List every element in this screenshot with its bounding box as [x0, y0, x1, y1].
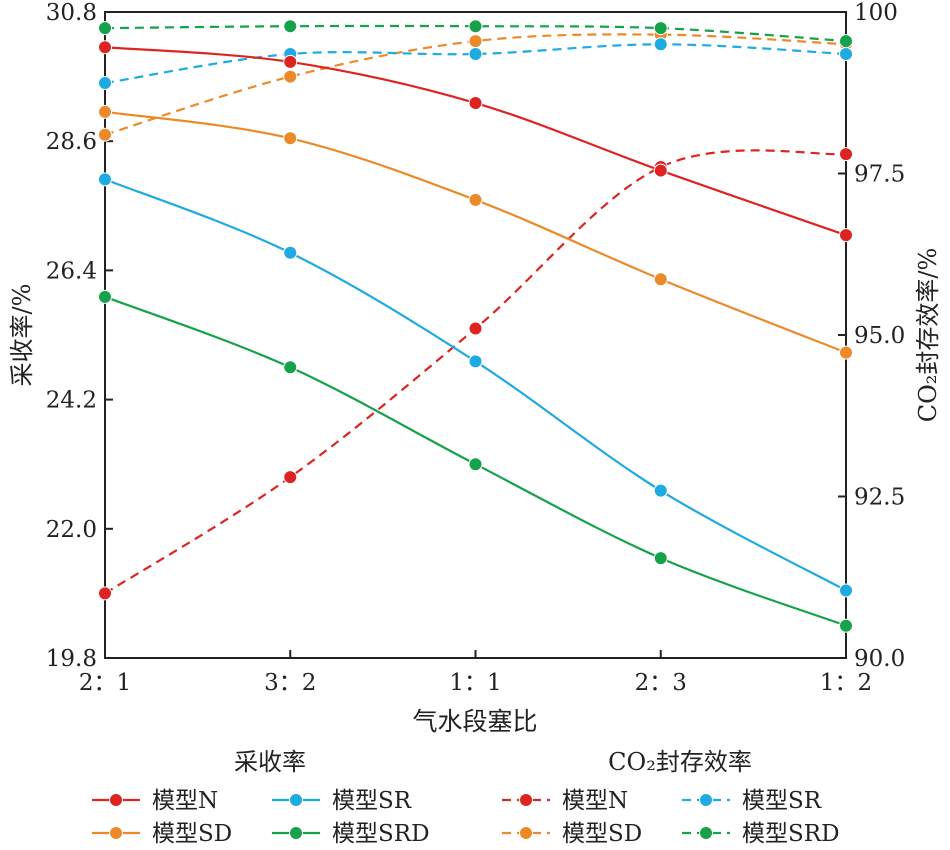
legend-label-recovery-模型SRD: 模型SRD [332, 821, 430, 847]
storage-模型SD-point [468, 34, 483, 49]
recovery-模型SR-point [653, 483, 668, 498]
legend-marker-storage-模型SR [699, 793, 713, 807]
legend-marker-storage-模型N [519, 793, 533, 807]
storage-模型SRD-point [283, 19, 298, 34]
storage-模型SD-point [283, 69, 298, 84]
legend-marker-recovery-模型N [109, 793, 123, 807]
recovery-模型SRD-point [98, 289, 112, 304]
right-axis-label-text: CO₂封存效率/% [914, 248, 942, 423]
recovery-模型SD-line [104, 110, 847, 354]
legend-label-storage-模型SD: 模型SD [562, 821, 642, 847]
recovery-模型SRD-point [839, 618, 853, 633]
legend-marker-recovery-模型SD [109, 826, 123, 840]
storage-模型N-point [283, 470, 298, 485]
storage-模型SRD-point [653, 21, 668, 36]
recovery-模型SD-point [283, 131, 298, 146]
recovery-模型SRD-point [653, 551, 668, 566]
recovery-模型SR-point [98, 172, 112, 187]
right-tick-label: 100 [854, 0, 898, 26]
storage-模型N-point [839, 147, 853, 162]
recovery-模型N-point [653, 163, 668, 178]
storage-模型N-line [104, 149, 847, 595]
left-axis-ticks: 19.8 22.0 24.2 26.4 28.6 30.8 [46, 0, 113, 672]
left-tick-label: 28.6 [46, 129, 97, 155]
x-tick-label: 2：1 [79, 670, 131, 696]
legend-title-storage: CO₂封存效率 [608, 748, 752, 776]
legend-label-recovery-模型SD: 模型SD [152, 821, 232, 847]
recovery-模型N-point [839, 228, 853, 243]
recovery-模型N-point [468, 96, 483, 111]
recovery-模型SR-point [283, 245, 298, 260]
legend-label-storage-模型SRD: 模型SRD [742, 821, 840, 847]
legend-marker-recovery-模型SR [289, 793, 303, 807]
storage-模型N-point [468, 321, 483, 336]
right-tick-label: 92.5 [854, 485, 905, 511]
left-tick-label: 19.8 [46, 646, 97, 672]
recovery-模型SR-line [104, 178, 847, 592]
left-tick-label: 22.0 [46, 517, 97, 543]
legend-marker-storage-模型SD [519, 826, 533, 840]
series-layer [98, 19, 853, 633]
x-axis-ticks: 2：1 3：2 1：1 2：3 1：2 [79, 650, 872, 696]
storage-模型SRD-point [468, 19, 483, 34]
recovery-模型SD-point [653, 272, 668, 287]
storage-模型SR-line [104, 43, 847, 85]
right-tick-label: 97.5 [854, 162, 905, 188]
storage-模型SRD-point [98, 21, 112, 36]
recovery-模型SD-point [839, 345, 853, 360]
legend-label-storage-模型N: 模型N [562, 788, 628, 814]
storage-模型SR-point [468, 46, 483, 61]
storage-模型SD-point [98, 127, 112, 142]
recovery-模型SD-point [468, 192, 483, 207]
recovery-模型SRD-point [283, 360, 298, 375]
storage-模型SR-point [98, 76, 112, 91]
recovery-模型SD-point [98, 104, 112, 119]
storage-模型SR-point [653, 37, 668, 52]
right-axis-ticks: 90.0 92.5 95.0 97.5 100 [838, 0, 905, 672]
right-tick-label: 95.0 [854, 323, 905, 349]
legend-label-storage-模型SR: 模型SR [742, 788, 822, 814]
recovery-模型SR-point [468, 354, 483, 369]
x-tick-label: 2：3 [635, 670, 687, 696]
recovery-模型SR-point [839, 583, 853, 598]
legend-marker-storage-模型SRD [699, 826, 713, 840]
recovery-模型N-point [283, 54, 298, 69]
x-tick-label: 1：1 [449, 670, 501, 696]
right-tick-label: 90.0 [854, 646, 905, 672]
legend-label-recovery-模型SR: 模型SR [332, 788, 412, 814]
legend-label-recovery-模型N: 模型N [152, 788, 218, 814]
legend-title-recovery: 采收率 [234, 748, 306, 776]
left-axis-label: 采收率/% [8, 284, 36, 387]
x-axis-label: 气水段塞比 [412, 707, 537, 736]
legend: 采收率模型N模型SD模型SR模型SRDCO₂封存效率模型N模型SD模型SR模型S… [92, 748, 840, 847]
legend-marker-recovery-模型SRD [289, 826, 303, 840]
right-axis-label: CO₂封存效率/% [914, 248, 942, 423]
left-tick-label: 26.4 [46, 258, 97, 284]
x-tick-label: 3：2 [264, 670, 316, 696]
left-tick-label: 30.8 [46, 0, 97, 26]
recovery-模型N-line [104, 46, 847, 237]
x-tick-label: 1：2 [820, 670, 872, 696]
recovery-模型SRD-point [468, 457, 483, 472]
storage-模型SRD-point [839, 34, 853, 49]
recovery-模型N-point [98, 40, 112, 55]
left-tick-label: 24.2 [46, 388, 97, 414]
storage-模型SR-point [839, 46, 853, 61]
storage-模型SRD-line [104, 24, 847, 43]
storage-模型N-point [98, 586, 112, 601]
